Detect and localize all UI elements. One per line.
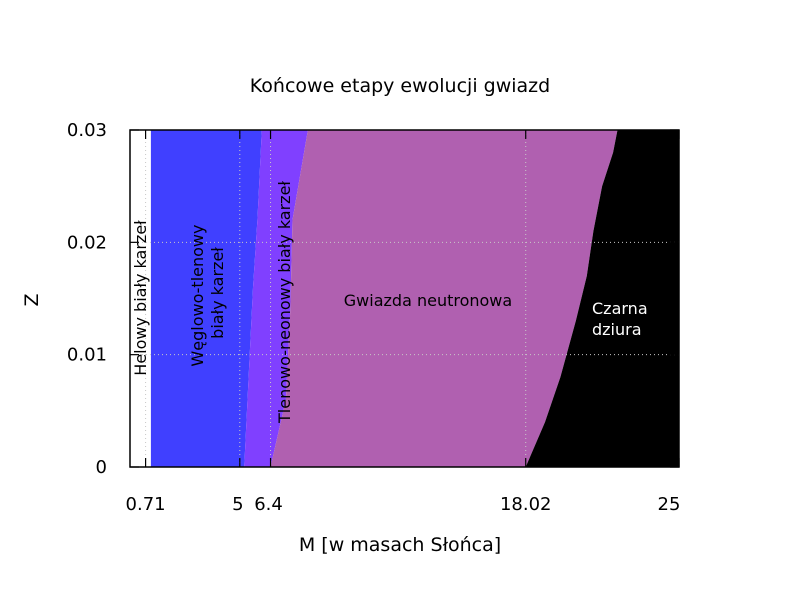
x-tick-label-0: 0.71 bbox=[126, 494, 166, 515]
region-labels: Helowy biały karzeł Węglowo-tlenowy biał… bbox=[131, 181, 653, 424]
region-co-white-dwarf bbox=[150, 130, 262, 467]
y-axis-label: Z bbox=[21, 293, 43, 306]
x-tick-label-2: 6.4 bbox=[254, 494, 283, 515]
region-black-hole bbox=[525, 130, 679, 467]
y-tick-label-0: 0 bbox=[96, 457, 107, 478]
x-axis: 0.71 5 6.4 18.02 25 bbox=[126, 130, 681, 515]
y-tick-label-3: 0.03 bbox=[67, 120, 107, 141]
region-label-blackhole: Czarna dziura bbox=[592, 299, 653, 339]
plot-frame bbox=[129, 129, 680, 468]
region-label-blackhole-line1: Czarna bbox=[592, 299, 648, 318]
region-one-white-dwarf bbox=[244, 130, 308, 467]
x-tick-label-1: 5 bbox=[232, 494, 243, 515]
x-tick-label-4: 25 bbox=[658, 494, 681, 515]
region-label-one: Tlenowo-neonowy biały karzeł bbox=[275, 181, 294, 424]
y-tick-label-1: 0.01 bbox=[67, 345, 107, 366]
y-tick-label-2: 0.02 bbox=[67, 232, 107, 253]
region-label-co-line2: biały karzeł bbox=[208, 247, 227, 339]
chart-regions bbox=[130, 130, 679, 467]
region-label-blackhole-line2: dziura bbox=[592, 320, 642, 339]
region-label-helium: Helowy biały karzeł bbox=[131, 220, 150, 376]
region-label-neutron: Gwiazda neutronowa bbox=[344, 291, 512, 310]
region-label-co: Węglowo-tlenowy biały karzeł bbox=[188, 219, 227, 366]
region-neutron-star bbox=[270, 130, 618, 467]
x-axis-label: M [w masach Słońca] bbox=[299, 534, 501, 556]
region-label-co-line1: Węglowo-tlenowy bbox=[188, 225, 207, 367]
y-axis: 0 0.01 0.02 0.03 bbox=[67, 120, 679, 478]
chart-grid bbox=[130, 130, 679, 467]
x-tick-label-3: 18.02 bbox=[500, 494, 552, 515]
chart-title: Końcowe etapy ewolucji gwiazd bbox=[250, 75, 550, 97]
